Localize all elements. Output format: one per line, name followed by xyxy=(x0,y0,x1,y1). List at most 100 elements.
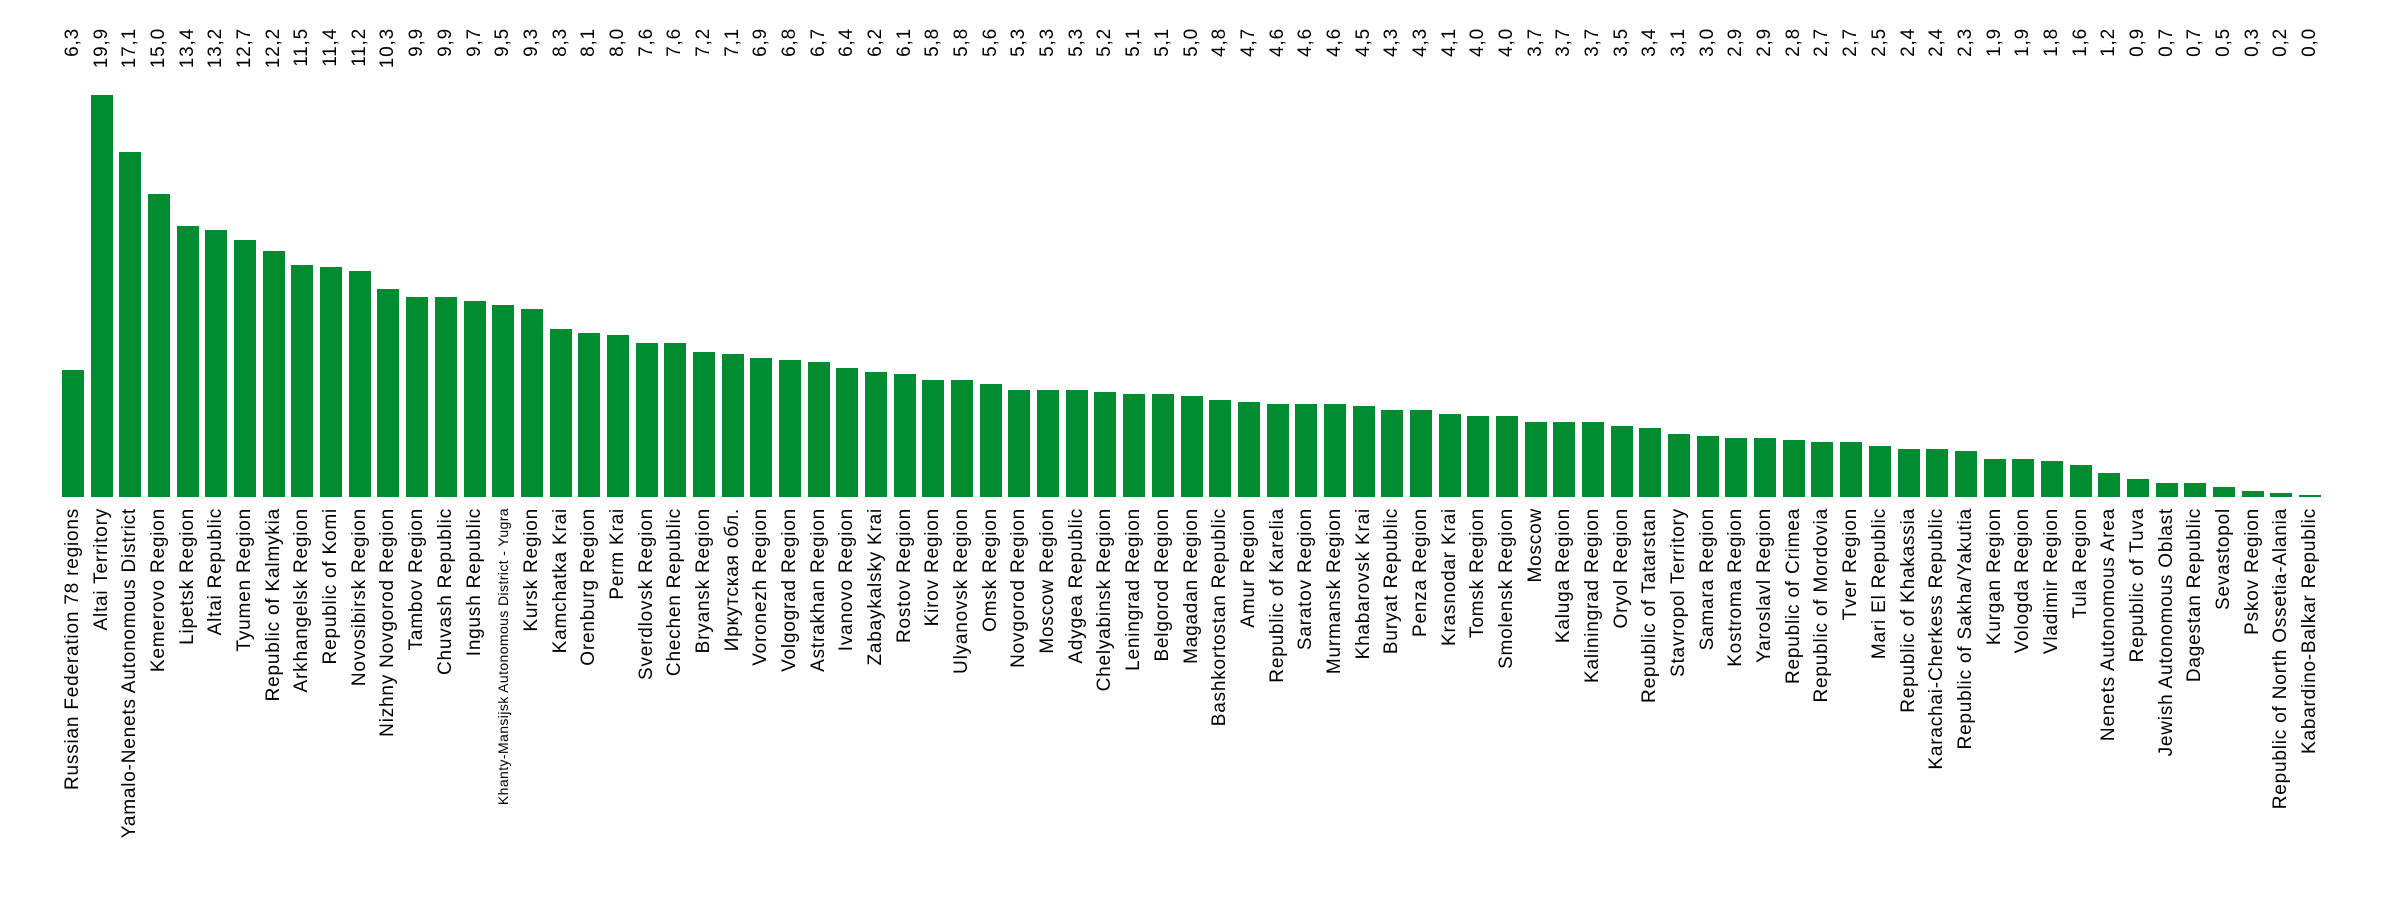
bar-value-label: 6,8 xyxy=(779,28,800,57)
bar-category-label: Khanty-Mansijsk Autonomous District - Yu… xyxy=(495,508,512,806)
bar-value-label: 5,1 xyxy=(1151,28,1173,57)
bar xyxy=(1094,392,1117,497)
bar-value-label: 2,7 xyxy=(1840,28,1862,57)
bar xyxy=(1409,410,1432,497)
bar xyxy=(1840,442,1863,497)
bar-value-label: 3,7 xyxy=(1524,28,1546,57)
bar-column: 11,5 Arkhangelsk Region xyxy=(291,0,314,914)
bar-value-label: 5,3 xyxy=(1037,28,1059,57)
bar xyxy=(807,362,830,497)
bar-column: 2,8 Republic of Crimea xyxy=(1782,0,1805,914)
bar-value-label: 8,3 xyxy=(549,28,571,57)
bar-value-label: 5,3 xyxy=(1008,28,1030,57)
bar-value-label: 2,8 xyxy=(1782,28,1804,57)
bar-column: 5,6 Omsk Region xyxy=(979,0,1002,914)
bar xyxy=(148,194,171,497)
bar xyxy=(1008,390,1031,497)
bar-value-label: 8,0 xyxy=(606,28,628,57)
bar-category-label: Republic of Kalmykia xyxy=(262,508,284,702)
bar-column: 4,7 Amur Region xyxy=(1237,0,1260,914)
bar-value-label: 11,4 xyxy=(320,28,342,67)
bar-category-label: Pskov Region xyxy=(2241,508,2263,635)
bar-category-label: Vologda Region xyxy=(2012,508,2034,654)
bar-category-label: Novgorod Region xyxy=(1008,508,1030,668)
bar-value-label: 6,2 xyxy=(865,28,887,57)
bar-column: 9,5 Khanty-Mansijsk Autonomous District -… xyxy=(492,0,515,914)
bar xyxy=(1151,394,1174,497)
bar-category-label: Murmansk Region xyxy=(1323,508,1345,675)
bar-category-label: Nizhny Novgorod Region xyxy=(377,508,399,737)
bar-category-label: Ulyanovsk Region xyxy=(951,508,973,674)
bar xyxy=(205,230,228,497)
bar-value-label: 9,5 xyxy=(492,28,514,57)
bar-column: 8,3 Kamchatka Krai xyxy=(549,0,572,914)
bar xyxy=(1266,404,1289,497)
bar-value-label: 5,2 xyxy=(1094,28,1116,57)
bar-value-label: 2,4 xyxy=(1897,28,1919,57)
bar-category-label: Khabarovsk Krai xyxy=(1352,508,1374,660)
bar xyxy=(1352,406,1375,497)
bar-value-label: 4,6 xyxy=(1295,28,1317,57)
bar xyxy=(520,309,543,497)
bar-category-label: Bashkortostan Republic xyxy=(1209,508,1231,727)
bar-category-label: Omsk Region xyxy=(979,508,1001,632)
bar-category-label: Sverdlovsk Region xyxy=(635,508,657,681)
bar-column: 5,3 Moscow Region xyxy=(1037,0,1060,914)
bar-column: 2,9 Kostroma Region xyxy=(1725,0,1748,914)
bar-value-label: 6,4 xyxy=(836,28,858,57)
bar-column: 5,0 Magadan Region xyxy=(1180,0,1203,914)
bar-category-label: Chechen Republic xyxy=(664,508,686,677)
bar-category-label: Oryol Region xyxy=(1610,508,1632,629)
bar-value-label: 6,3 xyxy=(62,28,83,57)
bar xyxy=(1438,414,1461,497)
bar xyxy=(549,329,572,497)
bar xyxy=(1582,422,1605,497)
bar-column: 4,6 Saratov Region xyxy=(1295,0,1318,914)
bar-value-label: 0,7 xyxy=(2184,28,2206,57)
bar-category-label: Novosibirsk Region xyxy=(348,508,370,687)
bar-category-label: Republic of Tatarstan xyxy=(1639,508,1661,703)
bar-category-label: Karachai-Cherkess Republic xyxy=(1926,508,1948,770)
bar-category-label: Republic of Karelia xyxy=(1266,508,1288,683)
bar-value-label: 4,0 xyxy=(1467,28,1489,57)
bar-value-label: 3,5 xyxy=(1610,28,1632,57)
bar xyxy=(865,372,888,497)
bar-value-label: 2,9 xyxy=(1754,28,1776,57)
bar-category-label: Republic of Khakassia xyxy=(1897,508,1919,713)
bar-column: 13,2 Altai Republic xyxy=(205,0,228,914)
bar-value-label: 0,7 xyxy=(2155,28,2177,57)
bar-column: 4,6 Murmansk Region xyxy=(1323,0,1346,914)
bar-column: 5,8 Kirov Region xyxy=(922,0,945,914)
bar-column: 10,3 Nizhny Novgorod Region xyxy=(377,0,400,914)
bar xyxy=(578,333,601,497)
bar-column: 4,8 Bashkortostan Republic xyxy=(1209,0,1232,914)
bar-value-label: 9,9 xyxy=(434,28,456,57)
bar-column: 5,3 Adygea Republic xyxy=(1065,0,1088,914)
bar-value-label: 2,7 xyxy=(1811,28,1833,57)
bar-category-label: Bryansk Region xyxy=(692,508,714,654)
bar-value-label: 4,8 xyxy=(1209,28,1231,57)
bar-column: 0,2 Republic of North Ossetia-Alania xyxy=(2270,0,2293,914)
bar xyxy=(2184,483,2207,497)
bar-value-label: 5,3 xyxy=(1065,28,1087,57)
bar-column: 2,5 Mari El Republic xyxy=(1868,0,1891,914)
bar-column: 4,0 Tomsk Region xyxy=(1467,0,1490,914)
bar-column: 6,1 Rostov Region xyxy=(893,0,916,914)
bar-category-label: Yaroslavl Region xyxy=(1754,508,1776,664)
bar xyxy=(1897,449,1920,497)
bar-category-label: Penza Region xyxy=(1409,508,1431,637)
bar xyxy=(2126,479,2149,497)
bar-value-label: 8,1 xyxy=(578,28,600,57)
bar-category-label: Moscow Region xyxy=(1037,508,1059,654)
bar-value-label: 5,8 xyxy=(922,28,944,57)
bar-category-label: Kemerovo Region xyxy=(148,508,170,673)
bar-value-label: 0,9 xyxy=(2126,28,2148,57)
bar-column: 9,3 Kursk Region xyxy=(520,0,543,914)
bar-value-label: 2,3 xyxy=(1954,28,1976,57)
bar xyxy=(1381,410,1404,497)
bar xyxy=(1983,459,2006,497)
bar xyxy=(2040,461,2063,497)
bar-column: 19,9 Altai Territory xyxy=(90,0,113,914)
bar xyxy=(1123,394,1146,497)
bar-category-label: Kostroma Region xyxy=(1725,508,1747,667)
